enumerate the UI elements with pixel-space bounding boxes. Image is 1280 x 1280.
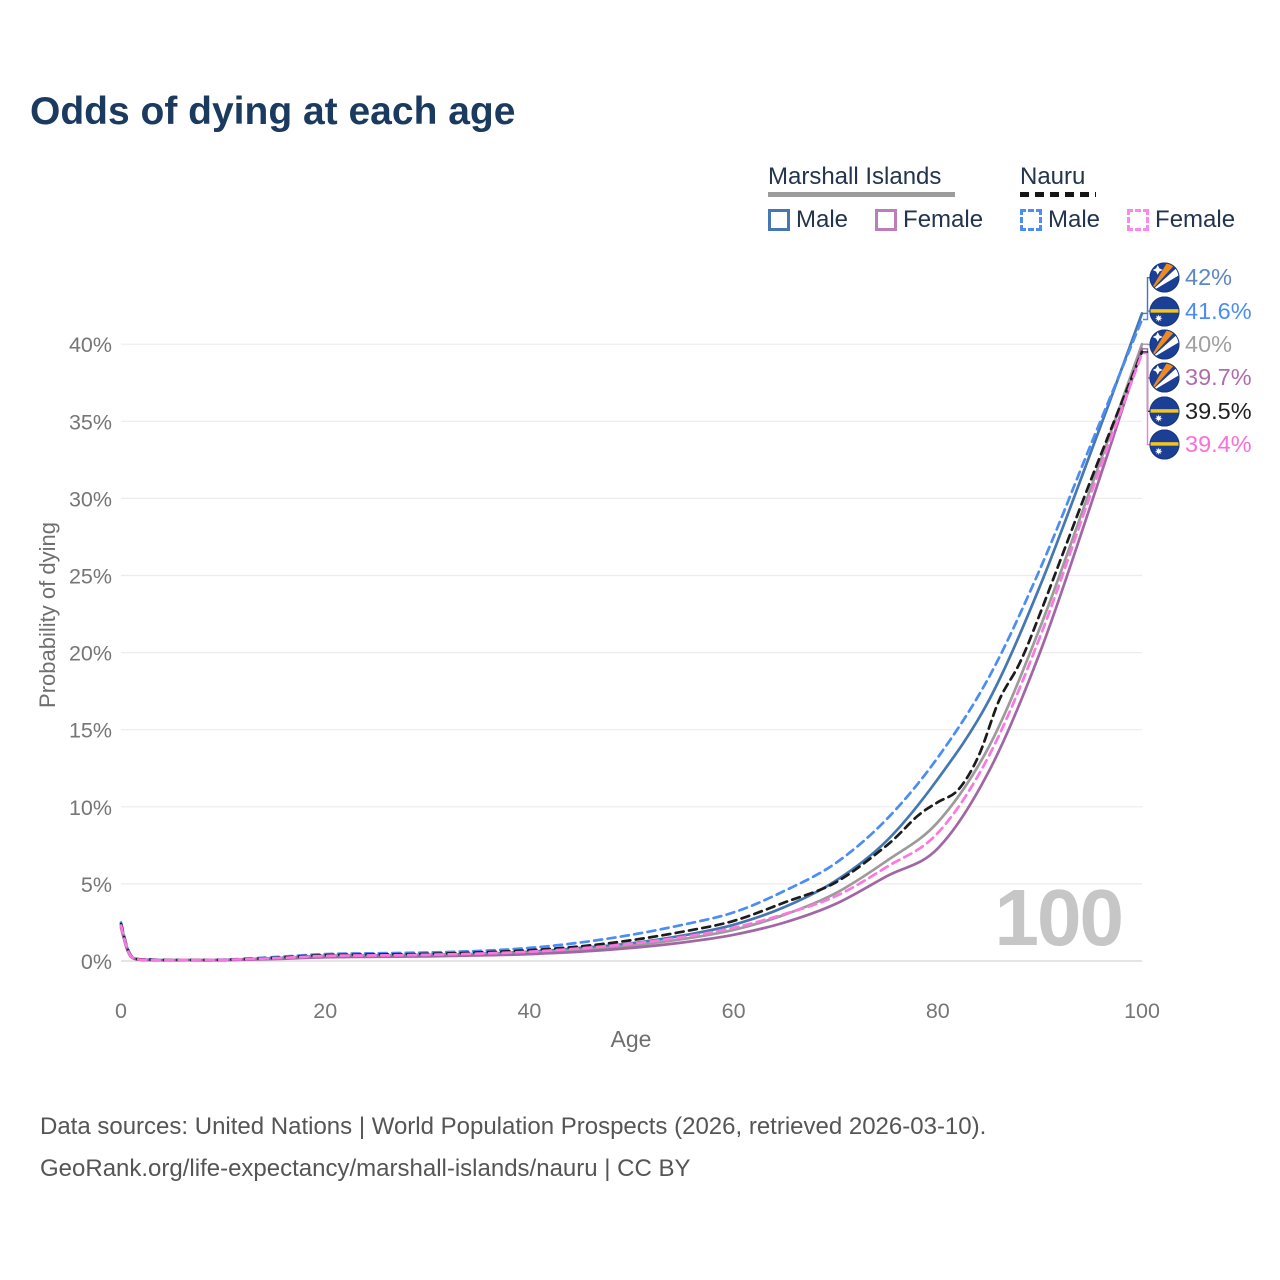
legend-item-marshall-female[interactable]: Female [875, 206, 983, 234]
svg-text:100: 100 [1124, 999, 1160, 1023]
end-label-marshall-both: 40% [1149, 328, 1252, 361]
legend-item-nauru-female[interactable]: Female [1127, 206, 1235, 234]
label-leader-lines [1143, 277, 1151, 446]
end-label-nauru-male: 41.6% [1149, 294, 1252, 327]
end-label-nauru-both: 39.5% [1149, 395, 1252, 428]
gridlines: 0% 5% 10% 15% 20% 25% 30% 35% 40% 0 20 40 60 80 100 [69, 333, 1160, 1023]
data-source-line1: Data sources: United Nations | World Pop… [40, 1113, 987, 1140]
legend-item-label: Male [1048, 206, 1101, 233]
svg-text:40%: 40% [69, 333, 112, 357]
marshall-islands-flag-icon [1149, 262, 1180, 293]
end-label-value: 41.6% [1185, 297, 1252, 324]
chart-title: Odds of dying at each age [30, 90, 516, 133]
svg-text:35%: 35% [69, 410, 112, 434]
svg-text:40: 40 [517, 999, 541, 1023]
nauru-flag-icon [1149, 396, 1180, 427]
end-label-value: 40% [1185, 330, 1233, 357]
legend-item-marshall-male[interactable]: Male [768, 206, 848, 234]
nauru-female-swatch [1127, 209, 1150, 231]
legend-items-marshall: Male Female [768, 206, 983, 234]
legend-item-label: Male [796, 206, 849, 233]
svg-text:0%: 0% [81, 950, 112, 974]
marshall-islands-flag-icon [1149, 362, 1180, 393]
data-series-lines [119, 312, 1144, 962]
data-source-note: Data sources: United Nations | World Pop… [40, 1106, 986, 1190]
svg-text:30%: 30% [69, 487, 112, 511]
svg-text:20: 20 [313, 999, 337, 1023]
svg-text:80: 80 [926, 999, 950, 1023]
legend-item-label: Female [903, 206, 984, 233]
legend-items-nauru: Male Female [1020, 206, 1235, 234]
end-label-nauru-female: 39.4% [1149, 428, 1252, 461]
end-label-value: 39.4% [1185, 431, 1252, 458]
end-label-marshall-female: 39.7% [1149, 361, 1252, 394]
nauru-flag-icon [1149, 296, 1180, 327]
marshall-female-swatch [875, 209, 898, 231]
svg-text:0: 0 [115, 999, 127, 1023]
end-label-value: 39.5% [1185, 397, 1252, 424]
x-axis-title: Age [610, 1026, 652, 1052]
svg-text:5%: 5% [81, 873, 112, 897]
legend-item-label: Female [1155, 206, 1236, 233]
svg-text:10%: 10% [69, 796, 112, 820]
age-counter-watermark: 100 [994, 873, 1124, 962]
marshall-male-swatch [768, 209, 790, 231]
nauru-flag-icon [1149, 429, 1180, 460]
legend-group-nauru: Nauru Male Female [1020, 163, 1235, 234]
end-label-value: 39.7% [1185, 364, 1252, 391]
svg-text:20%: 20% [69, 642, 112, 666]
dashed-line-sample [1020, 192, 1096, 197]
data-source-line2: GeoRank.org/life-expectancy/marshall-isl… [40, 1155, 691, 1182]
solid-line-sample [768, 192, 955, 197]
legend-group-title-nauru: Nauru [1020, 163, 1086, 190]
legend-item-nauru-male[interactable]: Male [1020, 206, 1100, 234]
legend-group-marshall-islands: Marshall Islands Male Female [768, 163, 983, 234]
end-labels: 42% 41.6% 40% 39.7% 39.5% 39.4% [1149, 261, 1252, 461]
legend-group-title-marshall-islands: Marshall Islands [768, 163, 942, 190]
end-label-marshall-male: 42% [1149, 261, 1252, 294]
nauru-male-swatch [1020, 209, 1042, 231]
svg-text:60: 60 [722, 999, 746, 1023]
end-label-value: 42% [1185, 264, 1233, 291]
marshall-islands-flag-icon [1149, 329, 1180, 360]
svg-text:15%: 15% [69, 719, 112, 743]
svg-text:25%: 25% [69, 565, 112, 589]
